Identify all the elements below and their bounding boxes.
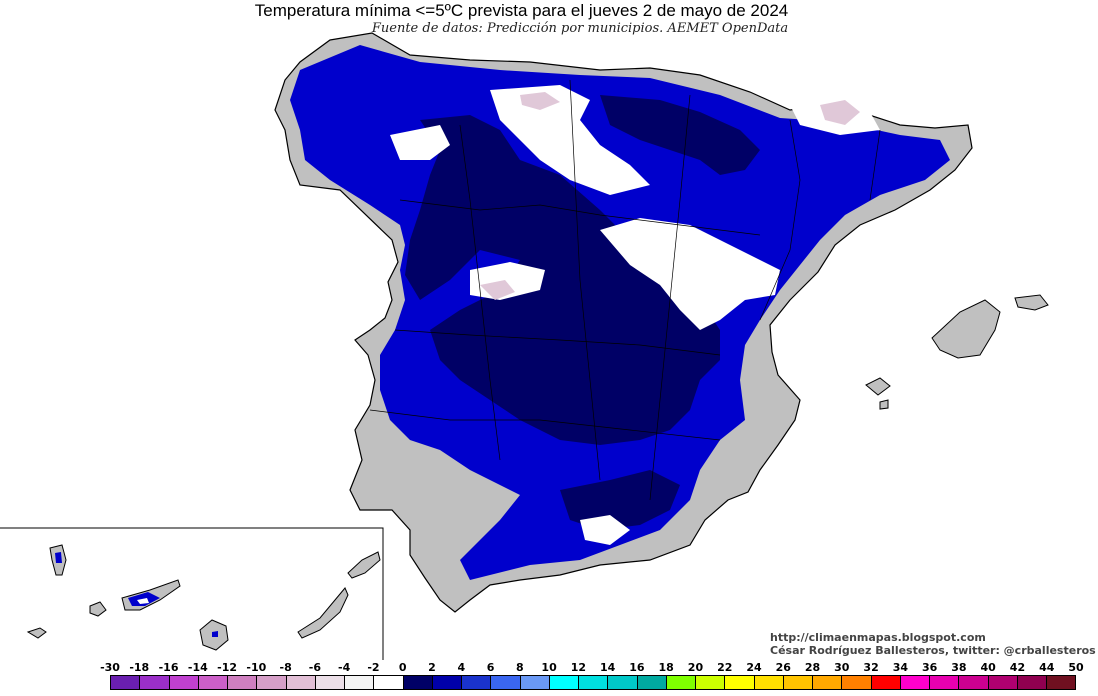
legend-label: -16: [158, 661, 179, 674]
credits: http://climaenmapas.blogspot.com César R…: [770, 631, 1096, 657]
legend-label: 12: [570, 661, 587, 674]
map-title: Temperatura mínima <=5ºC prevista para e…: [254, 1, 789, 20]
legend-label: 20: [687, 661, 704, 674]
legend-swatch: [725, 676, 755, 689]
legend-swatch: [959, 676, 989, 689]
legend-swatch: [520, 676, 550, 689]
pink-zone-cantabrian: [520, 92, 560, 110]
legend-label: -30: [100, 661, 120, 674]
legend-swatch: [345, 676, 375, 689]
white-zone-leon: [390, 125, 450, 160]
legend-swatch: [140, 676, 170, 689]
legend-swatch: [549, 676, 579, 689]
legend-swatch: [1017, 676, 1047, 689]
legend-swatch: [930, 676, 960, 689]
lanzarote: [347, 551, 381, 579]
legend-swatch: [754, 676, 784, 689]
legend-swatch: [1047, 676, 1076, 689]
legend-swatch: [637, 676, 667, 689]
legend-swatch: [988, 676, 1018, 689]
credits-author: César Rodríguez Ballesteros, twitter: @c…: [770, 644, 1096, 657]
color-legend: [110, 675, 1076, 690]
legend-swatch: [842, 676, 872, 689]
mallorca: [931, 299, 1001, 359]
legend-label: 34: [892, 661, 909, 674]
legend-label: 8: [515, 661, 524, 674]
legend-label: 28: [804, 661, 821, 674]
white-zone-cantabrian: [490, 85, 650, 195]
legend-label: 38: [951, 661, 967, 674]
legend-swatch: [462, 676, 492, 689]
legend-swatch: [374, 676, 404, 689]
legend-label: 50: [1068, 661, 1084, 674]
legend-label: 42: [1009, 661, 1026, 674]
legend-label: 10: [541, 661, 557, 674]
pink-zone-pyrenees: [820, 100, 860, 125]
pink-zone-gredos: [480, 280, 515, 300]
legend-swatch: [111, 676, 141, 689]
legend-label: 18: [658, 661, 674, 674]
tenerife-white: [137, 598, 149, 604]
ibiza: [865, 377, 891, 396]
legend-swatch: [228, 676, 258, 689]
legend-label: -4: [338, 661, 351, 674]
legend-label: -6: [308, 661, 322, 674]
legend-label: 24: [746, 661, 762, 674]
canary-inset-frame: [0, 527, 384, 660]
navy-zone-center: [405, 115, 720, 445]
formentera: [879, 399, 889, 410]
el-hierro: [26, 627, 47, 639]
legend-label: 44: [1039, 661, 1055, 674]
legend-label: 22: [717, 661, 733, 674]
legend-swatch: [257, 676, 287, 689]
la-palma-blue: [55, 552, 62, 563]
legend-label: 2: [428, 661, 436, 674]
legend-label: 36: [921, 661, 938, 674]
legend-label: 40: [980, 661, 996, 674]
menorca: [1014, 294, 1049, 311]
legend-swatch: [900, 676, 930, 689]
legend-swatch: [813, 676, 843, 689]
legend-swatch: [169, 676, 199, 689]
legend-label: 26: [775, 661, 791, 674]
legend-label: -14: [187, 661, 208, 674]
legend-swatch: [491, 676, 521, 689]
white-zone-sistema-iberico: [600, 218, 780, 330]
legend-swatch: [783, 676, 813, 689]
legend-swatch: [696, 676, 726, 689]
legend-swatch: [666, 676, 696, 689]
province-borders: [369, 79, 881, 501]
legend-label: 4: [457, 661, 466, 674]
legend-label: 16: [629, 661, 645, 674]
white-zone-sierra-nevada: [580, 515, 630, 545]
gran-canaria-blue: [212, 631, 218, 637]
la-gomera: [89, 601, 107, 617]
navy-zone-north: [600, 95, 760, 175]
legend-label: 32: [863, 661, 879, 674]
legend-label: 0: [398, 661, 407, 674]
map-subtitle: Fuente de datos: Predicción por municipi…: [371, 21, 789, 36]
legend-swatch: [579, 676, 609, 689]
legend-swatch: [286, 676, 316, 689]
legend-label: 6: [486, 661, 495, 674]
legend-swatch: [432, 676, 462, 689]
legend-label: 14: [599, 661, 616, 674]
legend-label: -8: [279, 661, 292, 674]
legend-label: 30: [834, 661, 850, 674]
credits-blog: http://climaenmapas.blogspot.com: [770, 631, 986, 644]
legend-swatch: [198, 676, 228, 689]
legend-swatch: [871, 676, 901, 689]
legend-labels: -30 -18 -16 -14 -12 -10 -8 -6 -4 -2 0 2 4 6 8 10 12 14 16 1…: [0, 661, 1098, 675]
legend-label: -2: [367, 661, 380, 674]
legend-label: -18: [129, 661, 150, 674]
legend-swatch: [403, 676, 433, 689]
legend-swatch: [315, 676, 345, 689]
navy-zone-south: [560, 470, 680, 530]
legend-label: -12: [217, 661, 238, 674]
spain-temperature-map: [0, 32, 1049, 660]
legend-label: -10: [246, 661, 267, 674]
legend-swatch: [608, 676, 638, 689]
fuerteventura: [297, 587, 349, 639]
